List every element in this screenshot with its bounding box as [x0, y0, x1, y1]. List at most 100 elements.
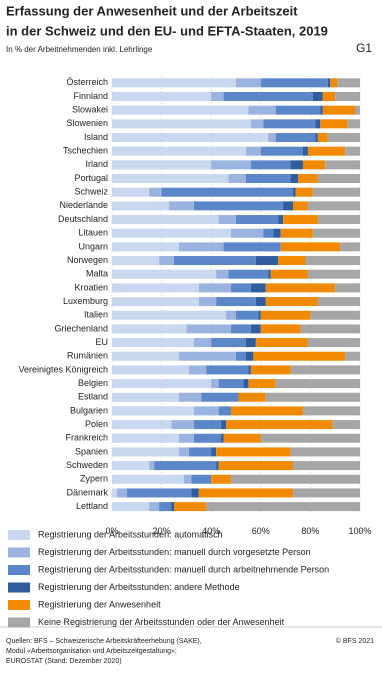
bar-segment: [188, 365, 207, 375]
bar-segment: [211, 447, 217, 457]
bar-segment: [211, 474, 232, 484]
bar-segment: [315, 119, 321, 129]
bar-segment: [112, 228, 232, 238]
x-tick-label: 40%: [202, 526, 220, 536]
bar-segment: [112, 351, 179, 361]
bar-segment: [149, 461, 155, 471]
bar-segment: [112, 310, 227, 320]
bar-segment: [171, 420, 194, 430]
y-tick-label: Irland: [85, 159, 108, 169]
bar-segment: [112, 78, 236, 88]
y-tick-label: Dänemark: [66, 487, 108, 497]
bar-segment: [275, 133, 316, 143]
bar-segment: [191, 488, 199, 498]
copyright: © BFS 2021: [336, 637, 374, 645]
bar-segment: [112, 338, 194, 348]
bar-segment: [198, 283, 232, 293]
y-tick-label: Bulgarien: [70, 405, 108, 415]
x-tick-label: 20%: [153, 526, 171, 536]
y-tick-label: Luxemburg: [63, 296, 108, 306]
y-tick-label: Zypern: [80, 474, 108, 484]
bar-segment: [317, 297, 360, 307]
bar-segment: [193, 433, 222, 443]
y-tick-label: Norwegen: [67, 255, 108, 265]
bar-segment: [317, 215, 360, 225]
bar-segment: [265, 297, 318, 307]
bar-segment: [149, 502, 160, 512]
bar-segment: [216, 269, 229, 279]
bar-segment: [278, 215, 284, 225]
legend-label: Registrierung der Arbeitsstunden: automa…: [38, 529, 223, 539]
bar-segment: [332, 420, 360, 430]
bar-segment: [280, 228, 313, 238]
bar-segment: [231, 283, 251, 293]
bar-segment: [238, 392, 266, 402]
bar-segment: [178, 392, 202, 402]
chart-title: in der Schweiz und den EU- und EFTA-Staa…: [6, 23, 328, 38]
bar-segment: [193, 406, 219, 416]
bar-segment: [302, 146, 308, 156]
bar-segment: [345, 351, 360, 361]
bar-segment: [188, 447, 212, 457]
bar-segment: [191, 474, 212, 484]
bar-segment: [245, 338, 256, 348]
bar-segment: [273, 228, 281, 238]
bar-segment: [198, 488, 294, 498]
bar-segment: [112, 105, 249, 115]
bar-segment: [248, 379, 276, 389]
bar-segment: [112, 365, 189, 375]
bar-segment: [228, 174, 246, 184]
bar-segment: [268, 269, 271, 279]
y-tick-label: Malta: [86, 269, 108, 279]
y-tick-label: Finnland: [73, 91, 108, 101]
bar-segment: [178, 351, 236, 361]
bar-segment: [231, 228, 264, 238]
y-tick-label: Rumänien: [67, 351, 108, 361]
bar-segment: [159, 502, 172, 512]
bar-segment: [322, 92, 336, 102]
bar-segment: [112, 488, 117, 498]
bar-segment: [327, 133, 360, 143]
bar-segment: [169, 201, 194, 211]
bar-segment: [223, 92, 313, 102]
y-tick-label: Niederlande: [59, 200, 108, 210]
legend-label: Registrierung der Anwesenheit: [38, 599, 161, 609]
bar-segment: [221, 420, 227, 430]
bar-segment: [112, 174, 229, 184]
y-tick-label: Slowenien: [66, 118, 108, 128]
bar-segment: [112, 447, 179, 457]
bar-segment: [236, 78, 261, 88]
y-tick-label: Portugal: [74, 173, 108, 183]
bar-segment: [260, 78, 328, 88]
bar-segment: [112, 201, 170, 211]
y-tick-label: Vereinigtes Königreich: [18, 364, 108, 374]
bar-segment: [112, 283, 199, 293]
x-tick-label: 80%: [301, 526, 319, 536]
bar-segment: [258, 310, 261, 320]
bar-segment: [312, 228, 360, 238]
bar-segment: [161, 187, 294, 197]
legend-swatch: [8, 582, 30, 593]
bar-segment: [243, 379, 249, 389]
bar-segment: [327, 78, 331, 88]
bar-segment: [218, 215, 236, 225]
bar-segment: [149, 187, 162, 197]
bar-segment: [320, 105, 323, 115]
panel-label: G1: [356, 41, 372, 55]
bar-segment: [283, 215, 318, 225]
bar-segment: [112, 269, 217, 279]
bar-segment: [245, 174, 291, 184]
source: Modul «Arbeitsorganisation und Arbeitsze…: [6, 648, 177, 655]
bar-segment: [198, 297, 217, 307]
bar-segment: [223, 242, 281, 252]
legend-label: Keine Registrierung der Arbeitsstunden o…: [38, 617, 285, 627]
bar-segment: [283, 201, 294, 211]
bar-segment: [263, 228, 274, 238]
chart-title: Erfassung der Anwesenheit und der Arbeit…: [6, 3, 298, 18]
bar-segment: [112, 119, 251, 129]
bar-segment: [347, 119, 360, 129]
bar-segment: [201, 392, 239, 402]
bar-segment: [330, 78, 338, 88]
source: Quellen: BFS – Schweizerische Arbeitskrä…: [6, 638, 202, 645]
bar-segment: [275, 379, 360, 389]
